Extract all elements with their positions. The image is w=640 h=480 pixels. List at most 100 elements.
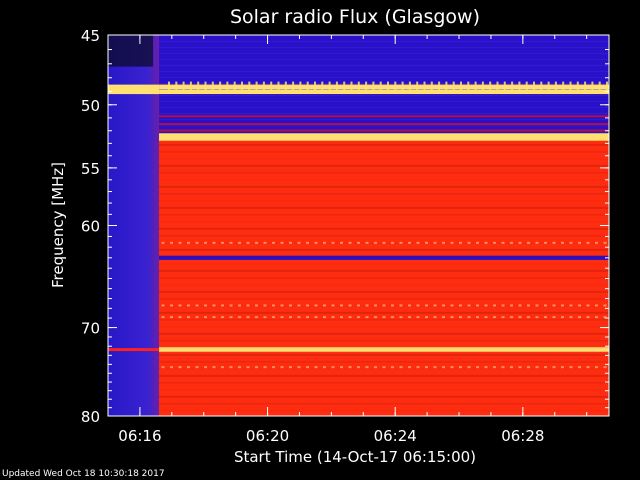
dotted-emission (578, 304, 581, 307)
dotted-emission (595, 241, 598, 244)
dotted-emission (374, 241, 377, 244)
periodic-tick (511, 81, 514, 94)
periodic-tick (379, 81, 382, 94)
dotted-emission (357, 304, 360, 307)
dotted-emission (263, 304, 267, 307)
dotted-emission (229, 241, 233, 244)
dotted-emission (399, 316, 403, 319)
periodic-tick (474, 81, 477, 94)
periodic-tick (460, 81, 462, 94)
x-tick-label: 06:24 (374, 427, 417, 445)
dotted-emission (263, 241, 267, 244)
dotted-emission (272, 241, 275, 244)
periodic-tick (591, 81, 594, 94)
texture-line (108, 374, 609, 377)
dotted-emission (178, 241, 182, 244)
frequency-band-6 (108, 347, 609, 352)
dotted-emission (382, 241, 386, 244)
dotted-emission (238, 304, 241, 307)
dotted-emission (391, 241, 394, 244)
texture-line (108, 157, 609, 160)
dotted-emission (493, 366, 496, 369)
dotted-emission (331, 316, 335, 319)
dotted-emission (467, 304, 471, 307)
periodic-tick (277, 81, 280, 94)
periodic-tick (606, 81, 608, 94)
frequency-band-2 (108, 94, 609, 134)
dotted-emission (212, 241, 216, 244)
dotted-emission (476, 316, 479, 319)
dotted-emission (552, 304, 556, 307)
dotted-emission (561, 366, 564, 369)
dotted-emission (306, 316, 309, 319)
texture-line (108, 192, 609, 195)
periodic-tick (481, 81, 484, 94)
texture-line (108, 276, 609, 279)
texture-line (108, 77, 609, 78)
dotted-emission (467, 316, 471, 319)
dotted-emission (586, 241, 590, 244)
dotted-emission (229, 366, 233, 369)
periodic-tick (467, 81, 470, 94)
periodic-tick (489, 81, 492, 94)
periodic-tick (562, 81, 565, 94)
dotted-emission (603, 316, 607, 319)
dotted-emission (595, 366, 598, 369)
dotted-emission (204, 366, 207, 369)
dotted-emission (416, 366, 420, 369)
texture-line (108, 41, 609, 42)
dotted-emission (501, 366, 505, 369)
gap-streak (108, 348, 160, 352)
dotted-emission (289, 241, 292, 244)
dotted-emission (187, 304, 190, 307)
dotted-emission (442, 316, 445, 319)
texture-line (108, 53, 609, 54)
dotted-emission (476, 366, 479, 369)
y-axis-label: Frequency [MHz] (49, 162, 67, 288)
dotted-emission (459, 316, 462, 319)
periodic-tick (387, 81, 389, 94)
y-tick-label: 45 (81, 27, 100, 45)
x-axis-label: Start Time (14-Oct-17 06:15:00) (234, 448, 476, 466)
dotted-emission (323, 316, 326, 319)
dotted-emission (425, 316, 428, 319)
texture-line (108, 220, 609, 223)
periodic-tick (496, 81, 499, 94)
dotted-emission (433, 241, 437, 244)
dotted-emission (331, 366, 335, 369)
periodic-tick (423, 81, 426, 94)
periodic-tick (211, 81, 214, 94)
plot-area (108, 35, 609, 416)
dotted-emission (195, 366, 199, 369)
dotted-emission (433, 316, 437, 319)
dotted-emission (382, 304, 386, 307)
periodic-tick (401, 81, 404, 94)
periodic-tick (598, 81, 601, 94)
texture-line (108, 367, 609, 370)
dotted-emission (578, 316, 581, 319)
dotted-emission (357, 316, 360, 319)
dotted-emission (187, 316, 190, 319)
periodic-tick (284, 81, 287, 94)
dotted-emission (501, 316, 505, 319)
dotted-emission (450, 304, 454, 307)
dotted-emission (280, 366, 284, 369)
texture-line (108, 353, 609, 356)
dotted-emission (195, 241, 199, 244)
dotted-emission (391, 316, 394, 319)
periodic-tick (306, 81, 309, 94)
dotted-emission (221, 366, 224, 369)
band-line-0 (108, 115, 609, 118)
dotted-emission (357, 241, 360, 244)
periodic-tick (540, 81, 543, 94)
periodic-tick (255, 81, 258, 94)
dark-block (108, 35, 154, 67)
dotted-emission (212, 366, 216, 369)
periodic-tick (175, 81, 178, 94)
dotted-emission (238, 316, 241, 319)
dotted-emission (323, 366, 326, 369)
periodic-tick (357, 81, 360, 94)
band-line-2 (108, 129, 609, 132)
dotted-emission (510, 304, 513, 307)
dotted-emission (272, 304, 275, 307)
